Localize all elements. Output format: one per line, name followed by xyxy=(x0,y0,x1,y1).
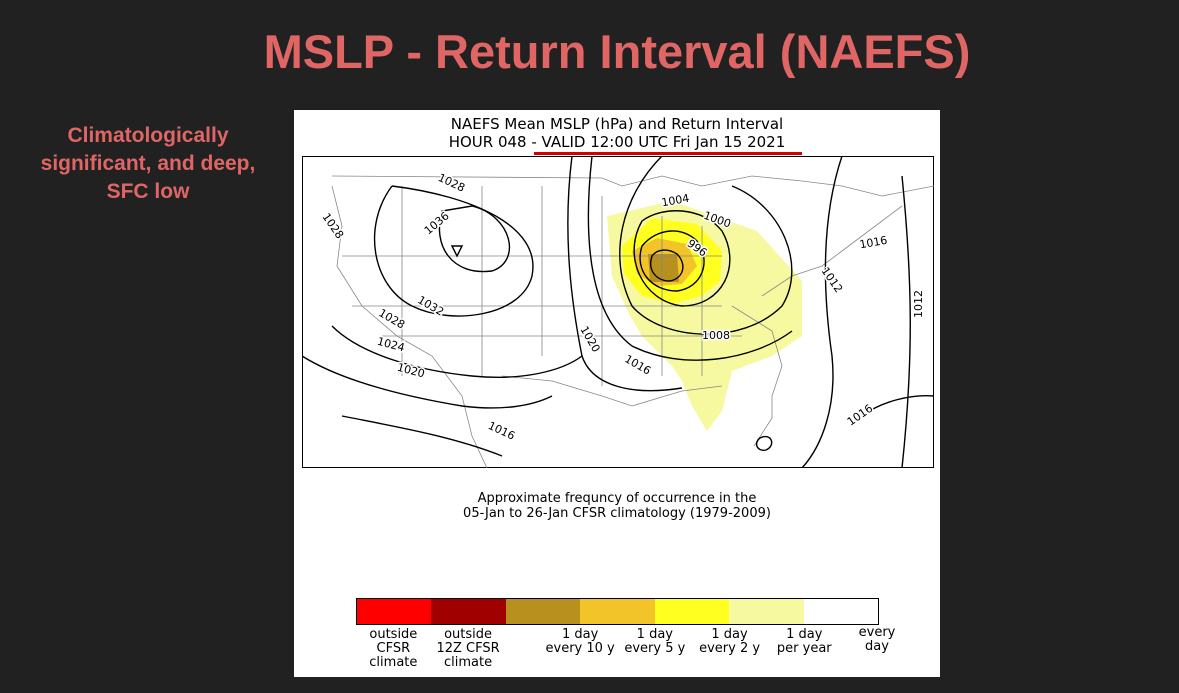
isobar-label: 1016 xyxy=(858,234,888,252)
colorbar-segment xyxy=(357,599,432,624)
return-interval-colorbar xyxy=(356,598,879,625)
climatology-caption-line2: 05-Jan to 26-Jan CFSR climatology (1979-… xyxy=(463,506,771,521)
colorbar-label: 1 day per year xyxy=(776,627,832,656)
colorbar-segment xyxy=(729,599,804,624)
colorbar-label: outside CFSR climate xyxy=(369,627,418,670)
colorbar-label: 1 day every 5 y xyxy=(624,627,686,656)
slide-title: MSLP - Return Interval (NAEFS) xyxy=(263,25,971,78)
isobars xyxy=(302,156,934,468)
mslp-map: 1028103610281032102810241020101610201016… xyxy=(302,156,934,468)
colorbar-segment xyxy=(580,599,655,624)
return-interval-shading xyxy=(607,201,802,431)
climatology-caption-line1: Approximate frequncy of occurrence in th… xyxy=(477,491,757,506)
figure-subtitle: HOUR 048 - VALID 12:00 UTC Fri Jan 15 20… xyxy=(448,133,786,151)
side-note: Climatologically significant, and deep, … xyxy=(40,124,256,203)
colorbar-label: 1 day every 10 y xyxy=(545,627,615,656)
valid-time-underline xyxy=(534,152,802,155)
colorbar-segment xyxy=(803,599,878,624)
isobar-label: 1008 xyxy=(702,329,730,342)
colorbar-label: 1 day every 2 y xyxy=(699,627,761,656)
figure-title: NAEFS Mean MSLP (hPa) and Return Interva… xyxy=(450,115,784,133)
figure-panel: NAEFS Mean MSLP (hPa) and Return Interva… xyxy=(294,110,940,677)
colorbar-label: outside 12Z CFSR climate xyxy=(436,627,500,670)
colorbar-segment xyxy=(505,599,581,624)
colorbar-segment xyxy=(431,599,506,624)
colorbar-segment xyxy=(654,599,730,624)
colorbar-label: every day xyxy=(858,625,896,654)
isobar-label: 1012 xyxy=(912,290,925,318)
